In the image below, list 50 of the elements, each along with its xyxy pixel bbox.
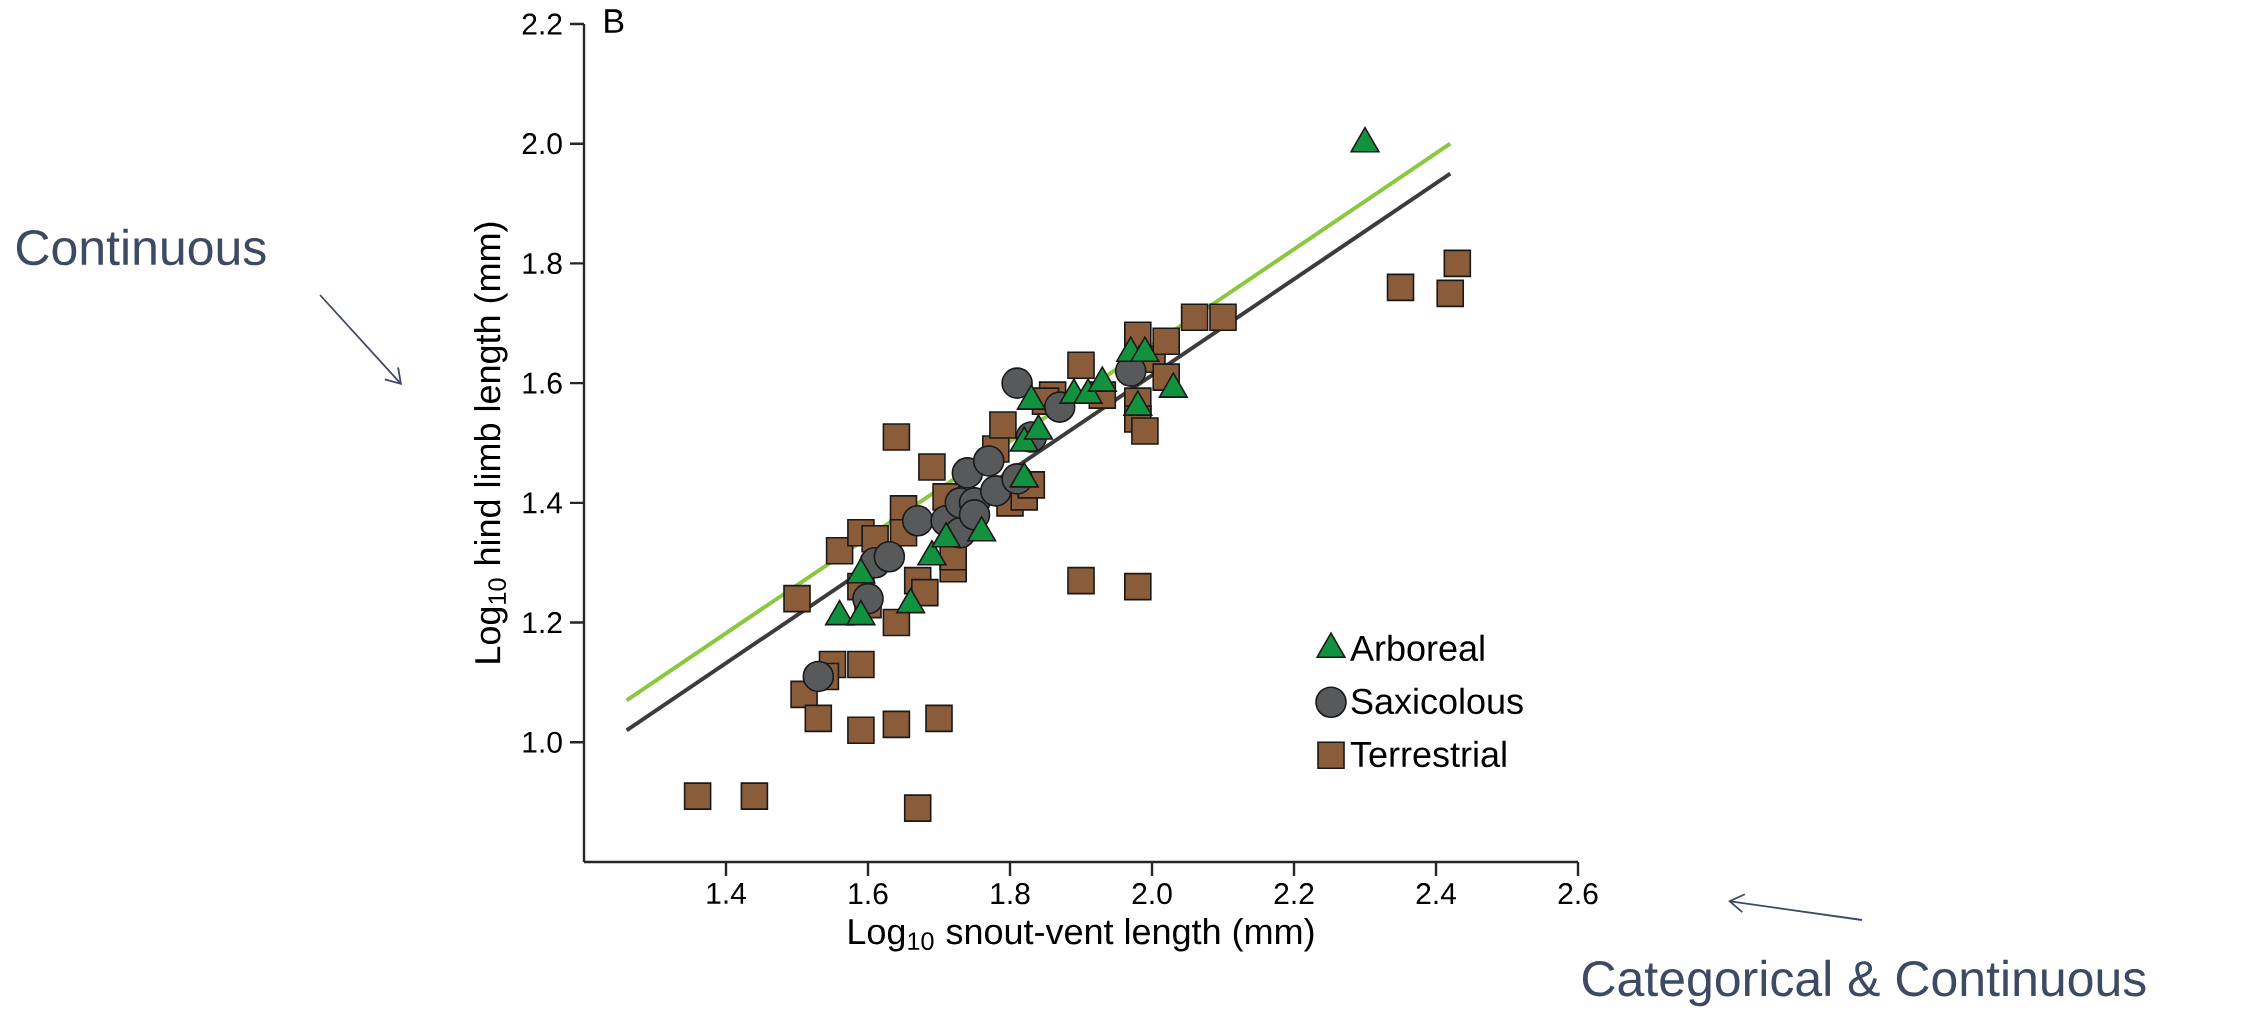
point [925, 704, 953, 733]
x-tick-label: 1.4 [707, 883, 746, 904]
y-tick-label: 2.2 [522, 13, 562, 35]
point [847, 650, 875, 679]
y-tick-label: 1.4 [523, 492, 563, 514]
point [918, 453, 946, 481]
y-tick-label: 1.6 [523, 372, 562, 394]
point [903, 794, 932, 822]
point [740, 782, 769, 810]
legend-label: Saxicolous [1351, 687, 1523, 715]
point [1209, 303, 1237, 332]
point [1152, 327, 1181, 356]
x-tick-label: 2.4 [1416, 883, 1456, 904]
x-tick-label: 2.2 [1274, 883, 1314, 904]
point [901, 505, 934, 537]
x-tick-label: 2.6 [1558, 883, 1598, 905]
y-tick-label: 1.2 [523, 612, 562, 634]
point [683, 782, 712, 810]
point [1180, 303, 1209, 332]
point [1386, 273, 1415, 302]
point [873, 540, 906, 573]
annotation: B [605, 9, 624, 33]
y-axis-title: Log$_{10}$ hind limb length (mm) [474, 222, 508, 663]
point [1443, 249, 1472, 278]
x-tick-label: 1.6 [849, 883, 888, 905]
legend-label: Arboreal [1350, 634, 1484, 662]
point [882, 423, 911, 451]
point [882, 710, 911, 739]
text: Continuous [16, 228, 266, 266]
legend-label: Terrestrial [1350, 740, 1506, 768]
point [847, 716, 875, 745]
text: Categorical & Continuous [1582, 959, 2146, 1007]
x-tick-label: 1.8 [991, 883, 1030, 905]
point [825, 536, 854, 565]
point [1131, 417, 1159, 445]
point [783, 584, 811, 613]
point [1124, 572, 1152, 601]
y-tick-label: 1.8 [523, 252, 562, 275]
y-tick-label: 2.0 [522, 133, 562, 155]
point [1067, 351, 1095, 379]
point [802, 660, 835, 693]
x-axis-title: Log$_{10}$ snout-vent length (mm) [849, 917, 1314, 952]
point [804, 704, 833, 733]
point [972, 445, 1005, 477]
point [1067, 566, 1095, 595]
point [1436, 279, 1465, 308]
point [1001, 367, 1033, 399]
x-tick-label: 2.0 [1132, 883, 1172, 905]
y-tick-label: 1.0 [523, 731, 562, 753]
point [989, 411, 1017, 439]
